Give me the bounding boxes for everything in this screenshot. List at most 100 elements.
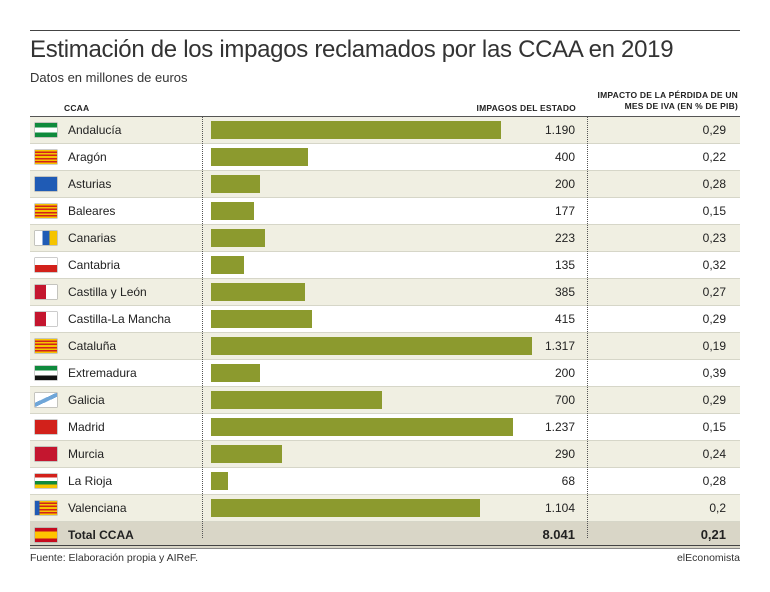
column-divider-right: [587, 116, 588, 538]
iva-value: 0,24: [702, 447, 726, 461]
bar-3: [211, 202, 255, 220]
total-label: Total CCAA: [68, 528, 134, 542]
impagos-value: 200: [554, 366, 575, 380]
iva-value: 0,19: [702, 339, 726, 353]
spain-flag-icon: [35, 528, 57, 542]
impagos-value: 135: [554, 258, 575, 272]
region-name: Castilla y León: [68, 285, 147, 299]
top-rule: [30, 30, 740, 31]
bar-4: [211, 229, 266, 247]
table-row: Castilla-La Mancha 415 0,29: [30, 306, 740, 333]
brand-label: elEconomista: [676, 552, 740, 564]
region-name: Andalucía: [68, 123, 122, 137]
baleares-flag-icon: [35, 204, 57, 218]
table-row: Canarias 223 0,23: [30, 225, 740, 252]
chart-title: Estimación de los impagos reclamados por…: [30, 36, 674, 63]
impagos-value: 68: [561, 474, 575, 488]
impagos-value: 290: [554, 447, 575, 461]
impagos-value: 1.190: [544, 123, 575, 137]
cataluna-flag-icon: [35, 339, 57, 353]
impagos-value: 700: [554, 393, 575, 407]
iva-value: 0,23: [702, 231, 726, 245]
iva-value: 0,39: [702, 366, 726, 380]
bottom-rule: [30, 545, 740, 546]
murcia-flag-icon: [35, 447, 57, 461]
table-row: Extremadura 200 0,39: [30, 360, 740, 387]
bar-6: [211, 283, 305, 301]
iva-value: 0,32: [702, 258, 726, 272]
iva-value: 0,28: [702, 177, 726, 191]
impagos-value: 400: [554, 150, 575, 164]
table-row: Valenciana 1.104 0,2: [30, 495, 740, 522]
table-row: Aragón 400 0,22: [30, 144, 740, 171]
iva-value: 0,29: [702, 312, 726, 326]
iva-value: 0,29: [702, 123, 726, 137]
bar-1: [211, 148, 309, 166]
column-header-impagos: IMPAGOS DEL ESTADO: [476, 103, 576, 113]
iva-value: 0,15: [702, 420, 726, 434]
iva-value: 0,27: [702, 285, 726, 299]
bar-5: [211, 256, 244, 274]
table-row: La Rioja 68 0,28: [30, 468, 740, 495]
castilla-leon-flag-icon: [35, 285, 57, 299]
total-iva-value: 0,21: [700, 527, 726, 542]
region-name: Cataluña: [68, 339, 117, 353]
bar-11: [211, 418, 513, 436]
impagos-value: 1.317: [544, 339, 575, 353]
extremadura-flag-icon: [35, 366, 57, 380]
bar-13: [211, 472, 228, 490]
column-divider-left: [202, 116, 203, 538]
iva-value: 0,2: [709, 501, 726, 515]
andalucia-flag-icon: [35, 123, 57, 137]
region-name: Castilla-La Mancha: [68, 312, 171, 326]
bar-0: [211, 121, 502, 139]
bar-8: [211, 337, 532, 355]
region-name: La Rioja: [68, 474, 113, 488]
region-name: Cantabria: [68, 258, 121, 272]
source-note: Fuente: Elaboración propia y AIReF.: [30, 552, 199, 564]
table-row: Asturias 200 0,28: [30, 171, 740, 198]
bar-14: [211, 499, 481, 517]
region-name: Asturias: [68, 177, 112, 191]
total-row: Total CCAA 8.041 0,21: [30, 522, 740, 549]
impagos-value: 177: [554, 204, 575, 218]
table-row: Galicia 700 0,29: [30, 387, 740, 414]
region-name: Aragón: [68, 150, 107, 164]
impagos-value: 223: [554, 231, 575, 245]
total-impagos-value: 8.041: [542, 527, 575, 542]
asturias-flag-icon: [35, 177, 57, 191]
bar-7: [211, 310, 313, 328]
table-row: Cataluña 1.317 0,19: [30, 333, 740, 360]
column-header-iva: IMPACTO DE LA PÉRDIDA DE UN MES DE IVA (…: [597, 90, 738, 111]
impagos-value: 415: [554, 312, 575, 326]
table-row: Baleares 177 0,15: [30, 198, 740, 225]
table-row: Andalucía 1.190 0,29: [30, 117, 740, 144]
iva-value: 0,28: [702, 474, 726, 488]
galicia-flag-icon: [35, 393, 57, 407]
impagos-value: 385: [554, 285, 575, 299]
region-name: Madrid: [68, 420, 105, 434]
table-row: Cantabria 135 0,32: [30, 252, 740, 279]
region-name: Valenciana: [68, 501, 127, 515]
canarias-flag-icon: [35, 231, 57, 245]
impagos-value: 1.237: [544, 420, 575, 434]
bar-2: [211, 175, 260, 193]
region-name: Murcia: [68, 447, 105, 461]
chart-subtitle: Datos en millones de euros: [30, 70, 188, 85]
aragon-flag-icon: [35, 150, 57, 164]
iva-value: 0,22: [702, 150, 726, 164]
table-row: Madrid 1.237 0,15: [30, 414, 740, 441]
bar-10: [211, 391, 382, 409]
valenciana-flag-icon: [35, 501, 57, 515]
iva-value: 0,29: [702, 393, 726, 407]
table-row: Castilla y León 385 0,27: [30, 279, 740, 306]
impagos-value: 1.104: [544, 501, 575, 515]
region-name: Canarias: [68, 231, 117, 245]
region-name: Extremadura: [68, 366, 137, 380]
impagos-value: 200: [554, 177, 575, 191]
iva-value: 0,15: [702, 204, 726, 218]
bar-9: [211, 364, 260, 382]
bar-12: [211, 445, 282, 463]
cantabria-flag-icon: [35, 258, 57, 272]
region-name: Galicia: [68, 393, 105, 407]
